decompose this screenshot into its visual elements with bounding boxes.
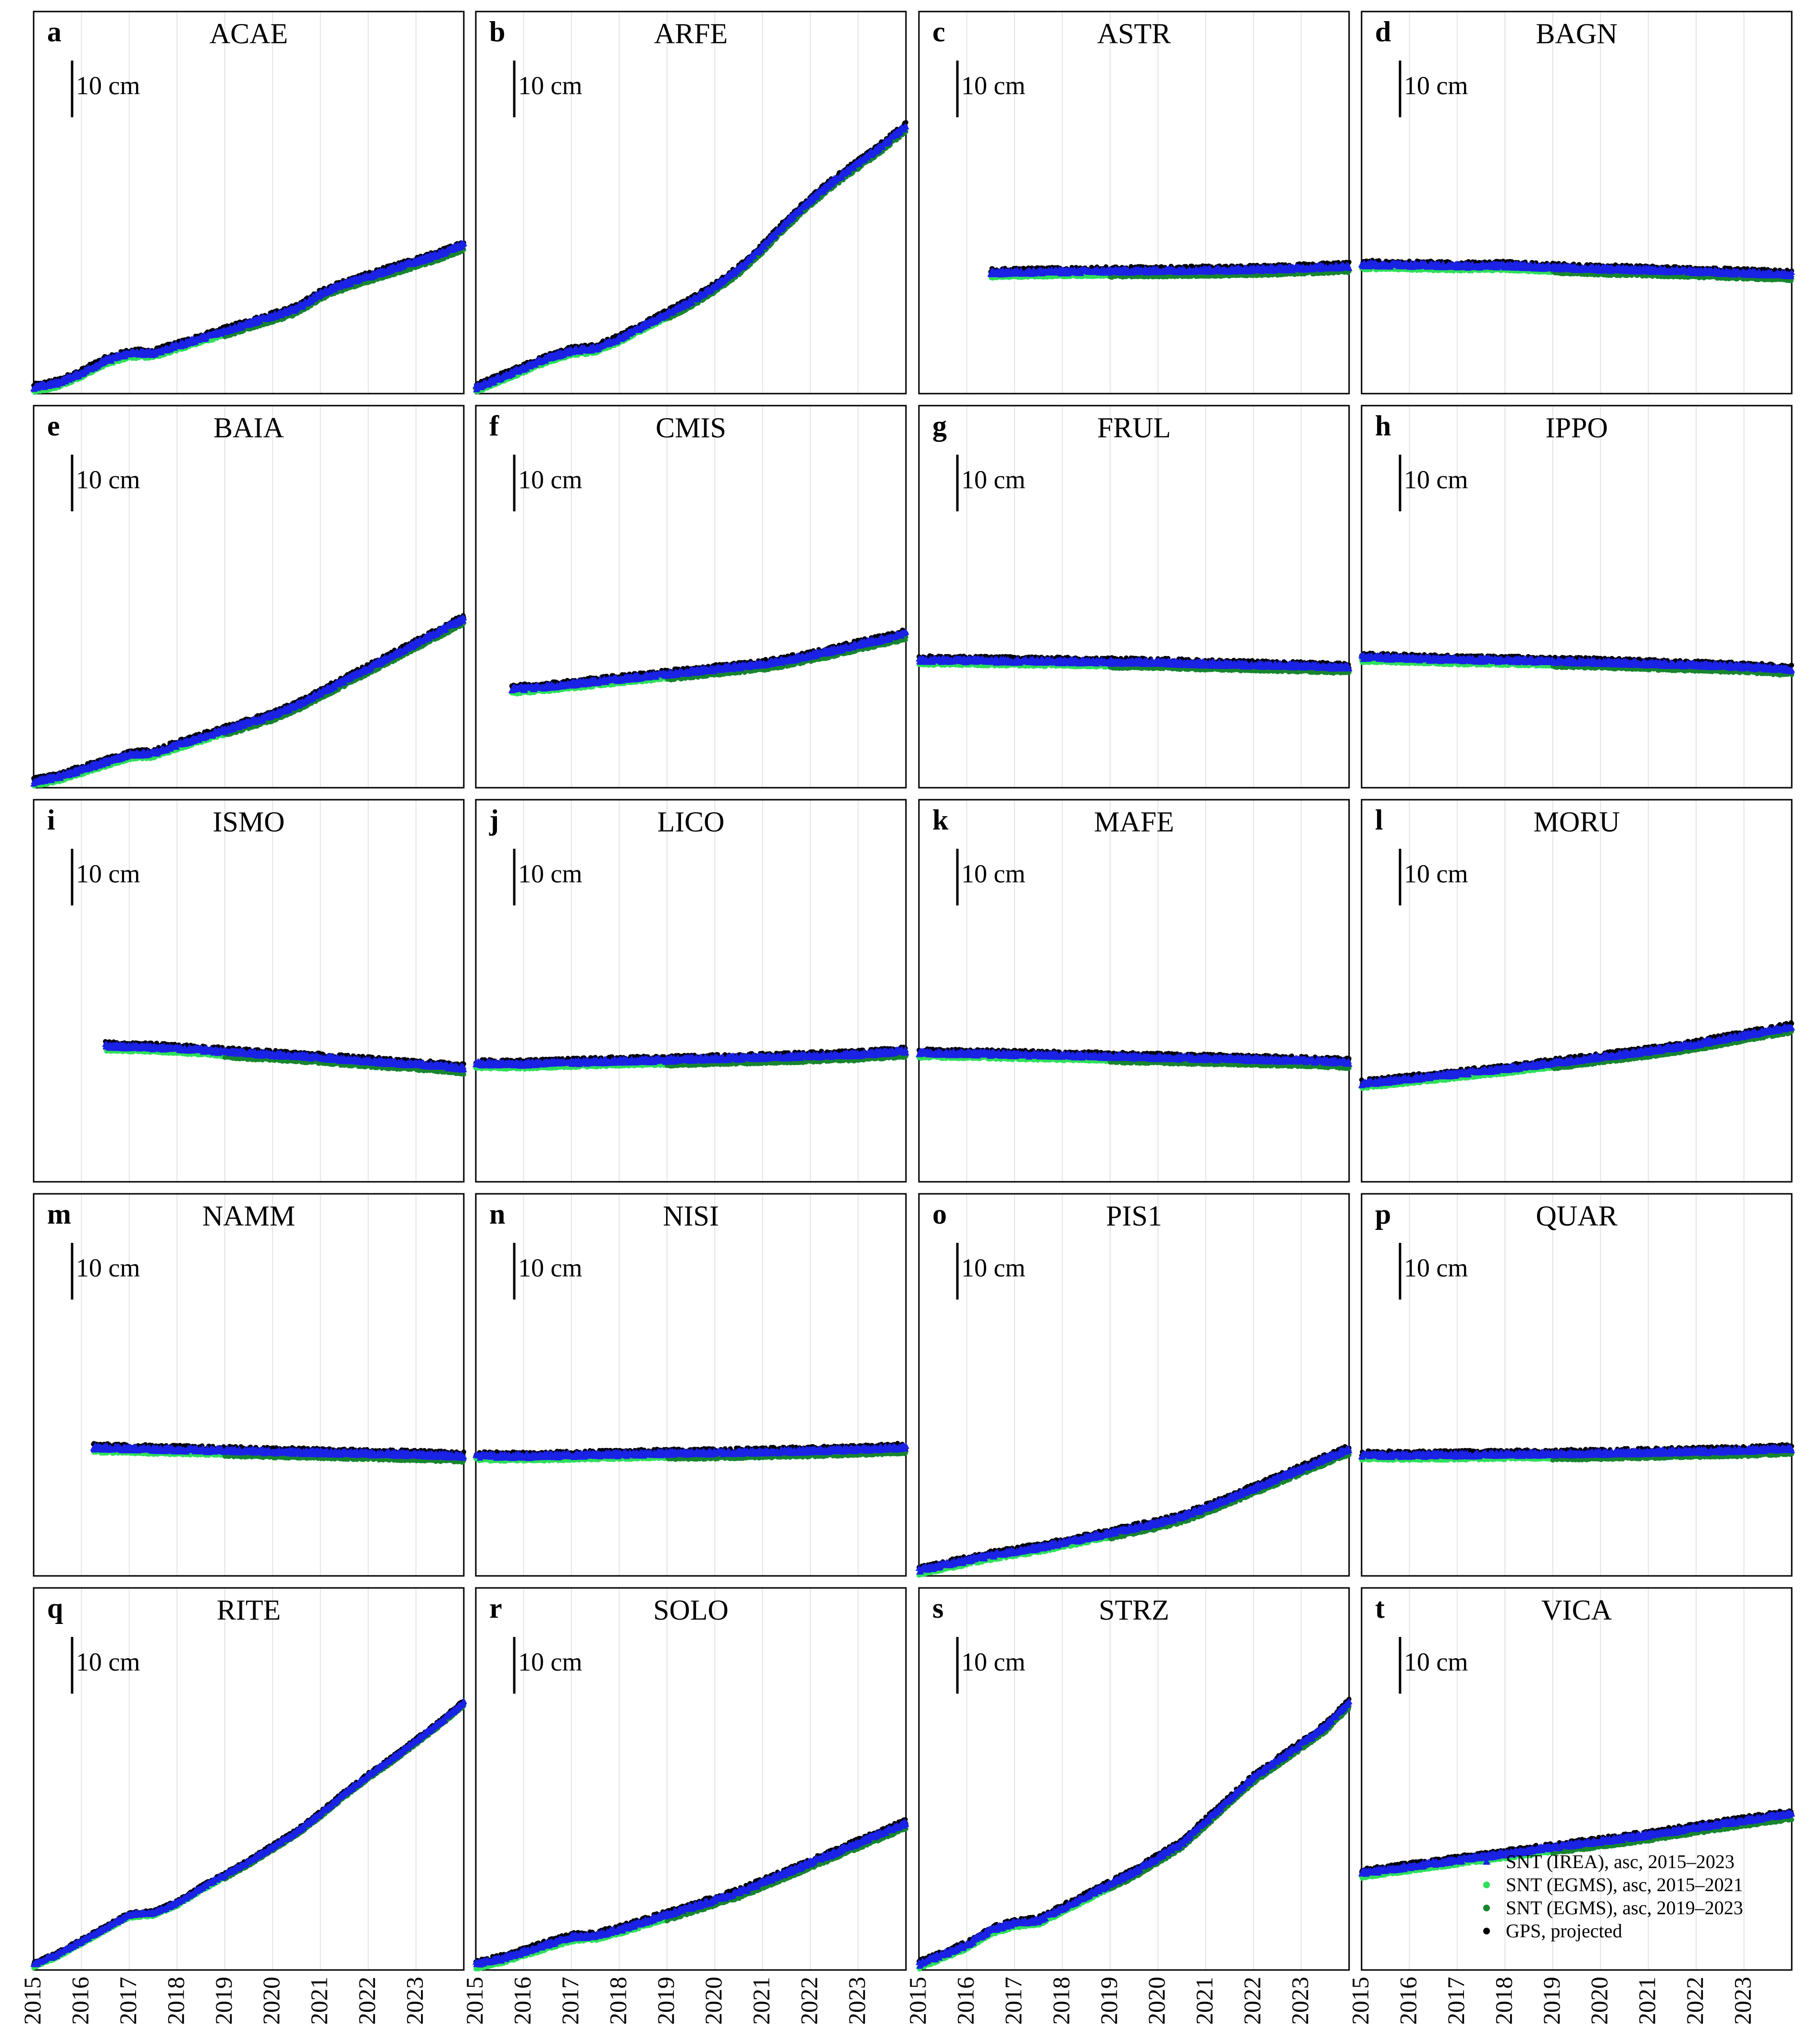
panel-letter: c: [932, 16, 945, 48]
panel-frame: [33, 11, 465, 395]
series-group: [30, 239, 467, 395]
panel-frame: [918, 11, 1350, 395]
panel-letter: a: [47, 16, 62, 48]
panel-acae: a ACAE 10 cm: [30, 11, 467, 395]
panel-arfe: b ARFE 10 cm: [472, 11, 909, 395]
series-group: [472, 120, 909, 395]
panel-astr: c ASTR 10 cm: [918, 11, 1352, 395]
panel-frame: [475, 11, 907, 395]
scale-bar-label: 10 cm: [518, 71, 582, 100]
panel-title: ACAE: [210, 18, 288, 50]
panel-letter: b: [489, 16, 505, 48]
scale-bar-label: 10 cm: [961, 71, 1025, 100]
series-group: [987, 260, 1352, 281]
panel-title: ASTR: [1097, 18, 1171, 50]
panel-title: ARFE: [654, 18, 728, 50]
scale-bar-label: 10 cm: [76, 71, 140, 100]
